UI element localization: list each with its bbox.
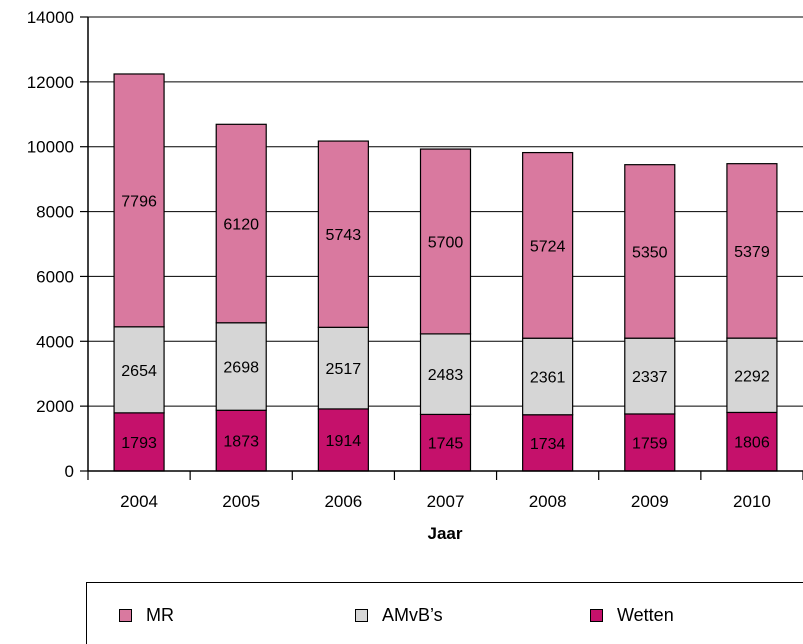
bar-segment xyxy=(317,326,369,410)
bar-segment xyxy=(624,337,676,415)
x-tick-label: 2007 xyxy=(427,492,465,511)
legend-item-amvbs: AMvB’s xyxy=(355,605,443,626)
legend-label-wetten: Wetten xyxy=(617,605,674,625)
data-label: 5379 xyxy=(734,244,770,261)
bar-segment xyxy=(215,123,267,324)
data-label: 6120 xyxy=(223,217,259,234)
legend-item-wetten: Wetten xyxy=(590,605,674,626)
data-label: 5700 xyxy=(428,234,464,251)
data-label: 1914 xyxy=(326,433,362,450)
axes: 0 2000 4000 6000 8000 10000 12000 14000 2004 2005… xyxy=(27,8,803,511)
data-label: 2292 xyxy=(734,368,770,385)
bar-segment xyxy=(113,326,165,414)
legend-item-mr: MR xyxy=(119,605,174,626)
bar-segment xyxy=(726,163,778,339)
data-label: 2654 xyxy=(121,363,157,380)
data-label: 5350 xyxy=(632,244,668,261)
bar-segment xyxy=(522,414,574,472)
data-label: 2698 xyxy=(223,360,259,377)
data-label: 5743 xyxy=(326,227,362,244)
y-tick-label: 2000 xyxy=(36,397,74,416)
bar-segment xyxy=(624,413,676,472)
legend-swatch-amvbs xyxy=(355,609,368,622)
stacked-bar-chart: 1793 2654 7796 1873 2698 6120 1914 2517 5743 1745… xyxy=(27,8,803,543)
bar-segment xyxy=(522,337,574,416)
x-tick-label: 2008 xyxy=(529,492,567,511)
bar-segment xyxy=(317,140,369,328)
data-label: 2337 xyxy=(632,369,668,386)
data-label: 2483 xyxy=(428,367,464,384)
x-axis-title: Jaar xyxy=(428,524,463,543)
bar-segment xyxy=(522,151,574,339)
data-label: 1734 xyxy=(530,436,566,453)
data-label: 1759 xyxy=(632,435,668,452)
data-label: 1806 xyxy=(734,435,770,452)
bar-segment xyxy=(624,164,676,339)
y-tick-label: 8000 xyxy=(36,203,74,222)
legend-label-mr: MR xyxy=(146,605,174,625)
y-tick-label: 14000 xyxy=(27,8,74,27)
x-tick-label: 2005 xyxy=(222,492,260,511)
data-label: 2517 xyxy=(326,361,362,378)
x-tick-label: 2004 xyxy=(120,492,158,511)
data-label: 5724 xyxy=(530,238,566,255)
data-label: 7796 xyxy=(121,193,157,210)
bar-segment xyxy=(726,337,778,414)
bars: 1793 2654 7796 1873 2698 6120 1914 2517 5743 1745… xyxy=(113,73,778,472)
bar-segment xyxy=(419,148,472,335)
x-tick-label: 2010 xyxy=(733,492,771,511)
data-label: 1793 xyxy=(121,435,157,452)
x-tick-label: 2009 xyxy=(631,492,669,511)
y-tick-label: 12000 xyxy=(27,73,74,92)
bar-segment xyxy=(317,408,369,472)
y-tick-label: 4000 xyxy=(36,332,74,351)
data-label: 1745 xyxy=(428,436,464,453)
bar-segment xyxy=(215,409,267,472)
legend: MR AMvB’s Wetten xyxy=(86,582,803,644)
bar-segment xyxy=(419,333,472,416)
legend-swatch-mr xyxy=(119,609,132,622)
bar-segment xyxy=(419,413,472,472)
bar-segment xyxy=(215,322,267,411)
data-label: 2361 xyxy=(530,369,566,386)
y-tick-label: 10000 xyxy=(27,138,74,157)
legend-swatch-wetten xyxy=(590,609,603,622)
data-label: 1873 xyxy=(223,434,259,451)
bar-segment xyxy=(113,73,165,328)
y-tick-label: 0 xyxy=(65,462,74,481)
x-tick-label: 2006 xyxy=(324,492,362,511)
legend-label-amvbs: AMvB’s xyxy=(382,605,443,625)
y-tick-label: 6000 xyxy=(36,267,74,286)
